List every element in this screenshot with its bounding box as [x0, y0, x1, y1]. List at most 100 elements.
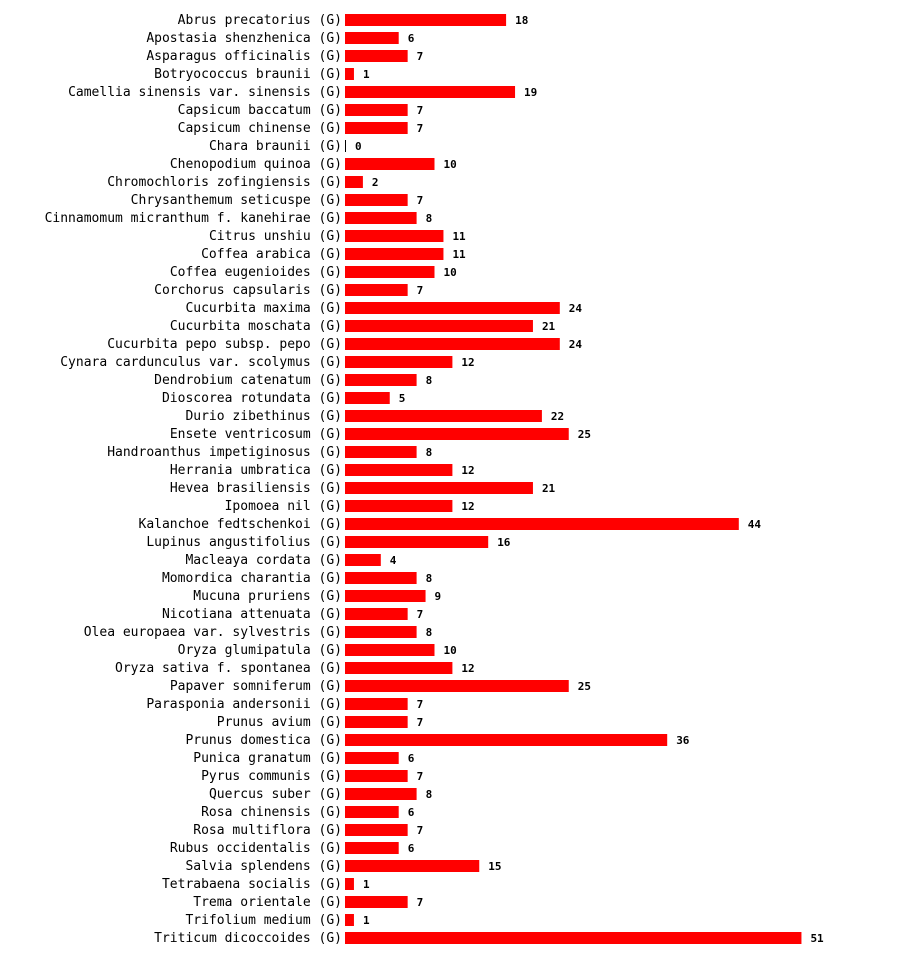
category-label: Chromochloris zofingiensis (G) [107, 175, 342, 190]
category-label: Quercus suber (G) [209, 787, 342, 802]
category-label: Botryococcus braunii (G) [154, 67, 342, 82]
bar [345, 464, 453, 476]
bar [345, 374, 417, 386]
bar [345, 122, 408, 134]
category-label: Citrus unshiu (G) [209, 229, 342, 244]
category-label: Punica granatum (G) [193, 751, 342, 766]
category-label: Prunus domestica (G) [185, 733, 342, 748]
value-label: 8 [426, 572, 433, 585]
value-label: 6 [408, 752, 415, 765]
category-label: Trifolium medium (G) [185, 913, 342, 928]
value-label: 7 [417, 50, 424, 63]
bar [345, 482, 533, 494]
value-label: 15 [488, 860, 501, 873]
category-label: Cucurbita moschata (G) [170, 319, 342, 334]
category-label: Olea europaea var. sylvestris (G) [84, 625, 342, 640]
category-label: Camellia sinensis var. sinensis (G) [68, 85, 342, 100]
bar [345, 500, 453, 512]
bar [345, 752, 399, 764]
value-label: 8 [426, 212, 433, 225]
value-label: 7 [417, 770, 424, 783]
value-label: 44 [748, 518, 762, 531]
value-label: 7 [417, 122, 424, 135]
value-label: 24 [569, 338, 583, 351]
category-label: Oryza sativa f. spontanea (G) [115, 661, 342, 676]
bar [345, 104, 408, 116]
bar [345, 680, 569, 692]
value-label: 8 [426, 374, 433, 387]
bar [345, 878, 354, 890]
category-label: Capsicum chinense (G) [178, 121, 342, 136]
bar [345, 230, 444, 242]
category-label: Mucuna pruriens (G) [193, 589, 342, 604]
value-label: 7 [417, 608, 424, 621]
bar [345, 176, 363, 188]
value-label: 8 [426, 446, 433, 459]
bar [345, 644, 435, 656]
bar [345, 842, 399, 854]
bar [345, 446, 417, 458]
bar [345, 50, 408, 62]
category-label: Rosa multiflora (G) [193, 823, 342, 838]
bar [345, 860, 480, 872]
value-label: 4 [390, 554, 397, 567]
value-label: 1 [363, 68, 370, 81]
category-label: Momordica charantia (G) [162, 571, 342, 586]
category-label: Rosa chinensis (G) [201, 805, 342, 820]
value-label: 7 [417, 104, 424, 117]
category-label: Tetrabaena socialis (G) [162, 877, 342, 892]
value-label: 36 [676, 734, 690, 747]
category-label: Lupinus angustifolius (G) [146, 535, 342, 550]
bar [345, 896, 408, 908]
bar [345, 248, 444, 260]
category-label: Capsicum baccatum (G) [178, 103, 342, 118]
value-label: 11 [452, 248, 466, 261]
value-label: 10 [444, 158, 457, 171]
value-label: 7 [417, 194, 424, 207]
bar [345, 410, 542, 422]
category-label: Chara braunii (G) [209, 139, 342, 154]
category-label: Dioscorea rotundata (G) [162, 391, 342, 406]
value-label: 0 [355, 140, 362, 153]
value-label: 7 [417, 698, 424, 711]
bar [345, 734, 668, 746]
category-label: Cucurbita maxima (G) [185, 301, 342, 316]
bar [345, 806, 399, 818]
value-label: 18 [515, 14, 528, 27]
bar [345, 428, 569, 440]
bar [345, 14, 507, 26]
value-label: 1 [363, 878, 370, 891]
category-label: Chrysanthemum seticuspe (G) [131, 193, 342, 208]
category-label: Coffea eugenioides (G) [170, 265, 342, 280]
category-label: Trema orientale (G) [193, 895, 342, 910]
bar [345, 284, 408, 296]
bar [345, 518, 739, 530]
value-label: 6 [408, 806, 415, 819]
value-label: 5 [399, 392, 406, 405]
category-label: Chenopodium quinoa (G) [170, 157, 342, 172]
bar [345, 590, 426, 602]
category-label: Ensete ventricosum (G) [170, 427, 342, 442]
value-label: 9 [435, 590, 442, 603]
value-label: 24 [569, 302, 583, 315]
value-label: 12 [461, 464, 474, 477]
value-label: 1 [363, 914, 370, 927]
value-label: 7 [417, 284, 424, 297]
category-label: Nicotiana attenuata (G) [162, 607, 342, 622]
value-label: 51 [810, 932, 824, 945]
bar [345, 698, 408, 710]
category-label: Rubus occidentalis (G) [170, 841, 342, 856]
bar [345, 356, 453, 368]
category-label: Salvia splendens (G) [185, 859, 342, 874]
bar [345, 608, 408, 620]
bar [345, 788, 417, 800]
bar [345, 320, 533, 332]
category-label: Corchorus capsularis (G) [154, 283, 342, 298]
category-label: Hevea brasiliensis (G) [170, 481, 342, 496]
category-label: Apostasia shenzhenica (G) [146, 31, 342, 46]
value-label: 10 [444, 266, 457, 279]
value-label: 6 [408, 32, 415, 45]
category-label: Oryza glumipatula (G) [178, 643, 342, 658]
bar [345, 68, 354, 80]
